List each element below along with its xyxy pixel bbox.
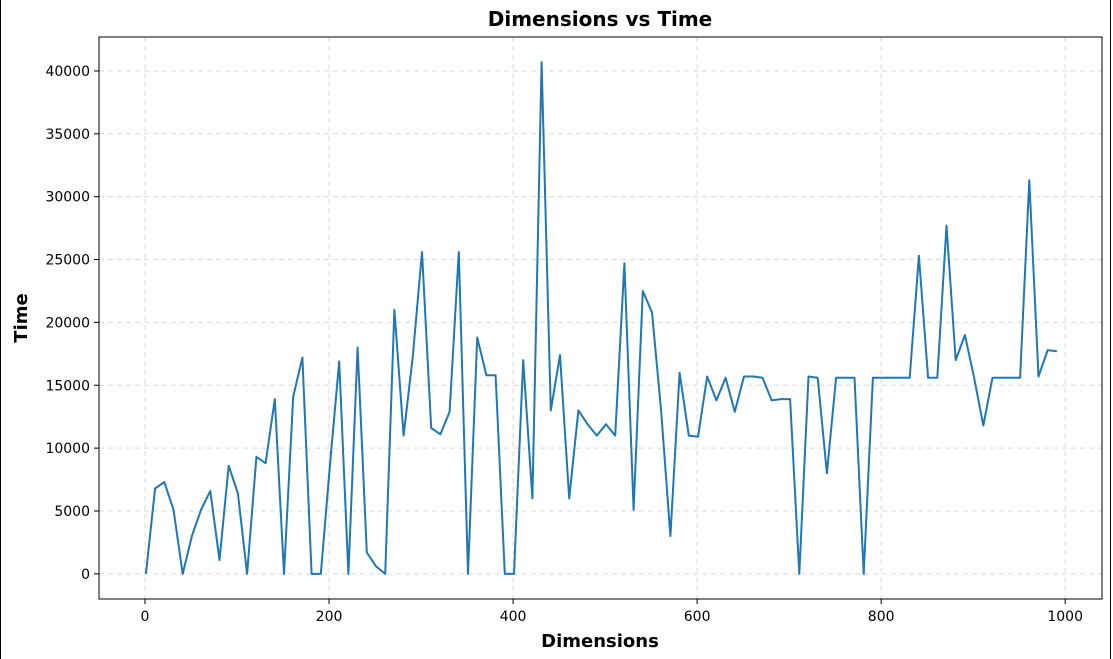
axis-ticks: 0 200 400 600 800 100005000100001500020000250… [45,64,1083,625]
x-tick-label: 800 [868,609,895,625]
y-tick-label: 20000 [45,315,90,331]
y-tick-label: 30000 [45,190,90,206]
y-tick-label: 10000 [45,441,90,457]
x-tick-label: 200 [316,609,343,625]
x-tick-label: 0 [141,609,150,625]
plot-area [98,36,1103,600]
y-axis-label: Time [11,293,32,342]
x-tick-label: 1000 [1047,609,1083,625]
y-tick-label: 15000 [45,378,90,394]
chart-title: Dimensions vs Time [488,7,713,31]
grid-lines [99,37,1102,599]
x-tick-label: 600 [684,609,711,625]
series-line [144,61,1058,575]
y-tick-label: 0 [81,567,90,583]
y-tick-label: 40000 [45,64,90,80]
y-tick-label: 25000 [45,253,90,269]
x-axis-label: Dimensions [541,631,659,652]
y-tick-label: 35000 [45,127,90,143]
x-tick-label: 400 [500,609,527,625]
series-layer [144,61,1058,575]
y-tick-label: 5000 [54,504,90,520]
